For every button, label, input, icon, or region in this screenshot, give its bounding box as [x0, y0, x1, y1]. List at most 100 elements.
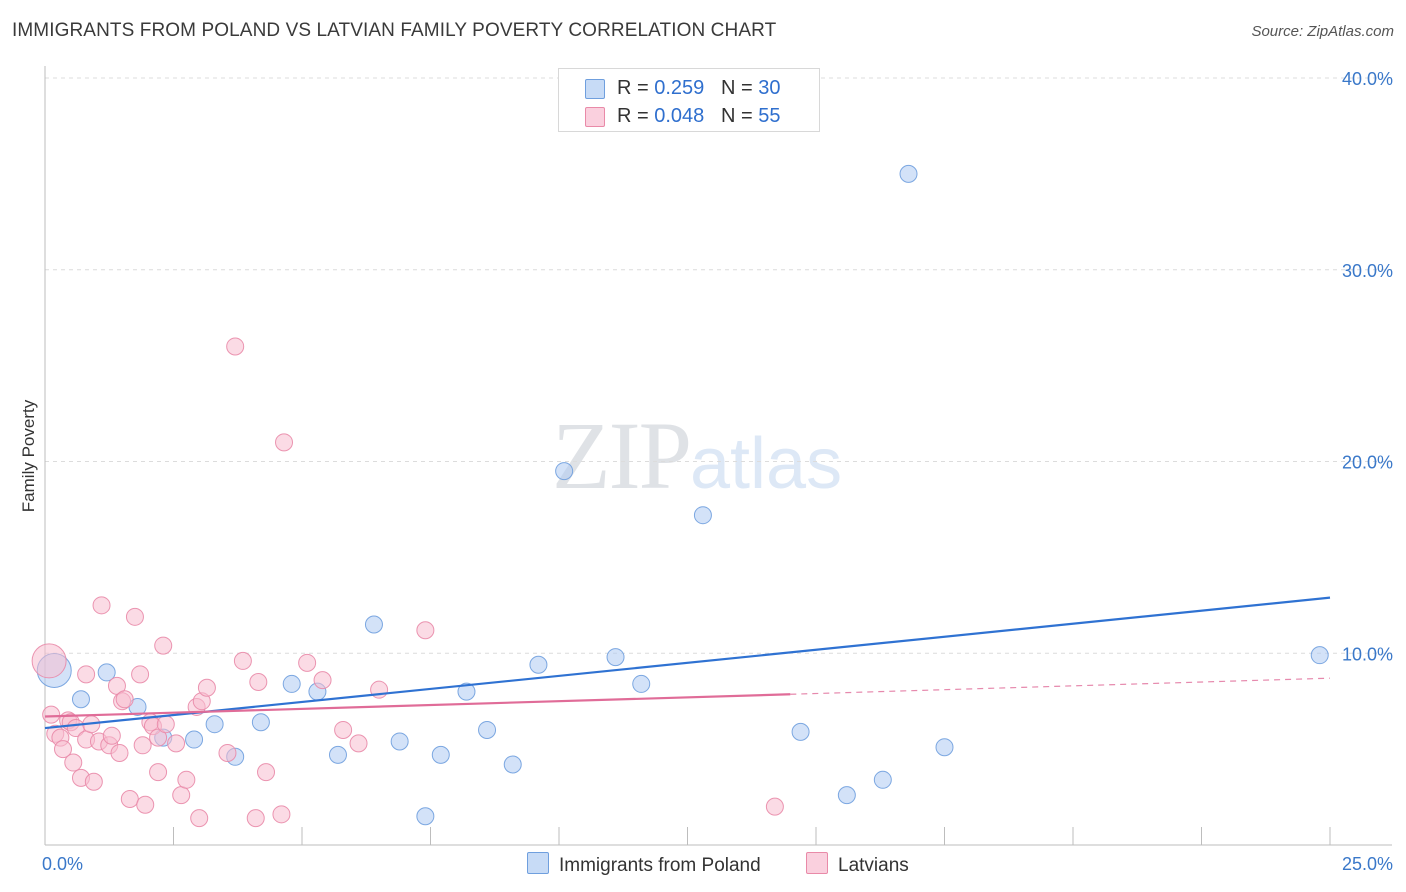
chart-title: IMMIGRANTS FROM POLAND VS LATVIAN FAMILY…	[12, 20, 777, 41]
legend-n-value: 30	[758, 77, 781, 99]
legend-swatch-blue	[585, 79, 605, 99]
poland-point	[185, 730, 204, 749]
poland-point	[282, 674, 301, 693]
latvian-point	[226, 337, 245, 356]
latvian-point	[177, 770, 196, 789]
latvian-point	[334, 720, 353, 739]
legend-r-label: R =	[617, 77, 655, 99]
legend-swatch-blue	[527, 852, 549, 874]
y-tick-label: 10.0%	[1342, 644, 1393, 664]
data-points	[31, 164, 1329, 828]
latvian-point	[31, 643, 67, 679]
legend-label-poland: Immigrants from Poland	[559, 855, 761, 876]
latvian-point	[156, 715, 175, 734]
poland-point	[457, 682, 476, 701]
y-tick-label: 20.0%	[1342, 453, 1393, 473]
latvian-point	[765, 797, 784, 816]
poland-point	[478, 720, 497, 739]
latvian-trend-line-dashed	[790, 677, 1331, 695]
poland-point	[606, 648, 625, 667]
poland-point	[328, 745, 347, 764]
trend-lines	[44, 596, 1331, 730]
latvian-point	[298, 653, 317, 672]
watermark-atlas: atlas	[690, 424, 843, 504]
legend-swatch-pink	[585, 107, 605, 127]
poland-point	[837, 786, 856, 805]
latvian-point	[136, 795, 155, 814]
latvian-point	[249, 673, 268, 692]
legend-r-value: 0.259	[654, 77, 705, 99]
poland-point	[364, 615, 383, 634]
legend-r-value: 0.048	[654, 105, 705, 127]
poland-point	[555, 462, 574, 481]
latvian-point	[167, 734, 186, 753]
poland-point	[529, 655, 548, 674]
legend-n-label: N =	[720, 77, 759, 99]
poland-point	[632, 674, 651, 693]
watermark: ZIPatlas	[552, 400, 842, 511]
x-tick-label: 0.0%	[42, 854, 83, 874]
latvian-point	[102, 726, 121, 745]
latvian-point	[233, 651, 252, 670]
legend-item-latvians: Latvians	[806, 852, 909, 877]
latvian-point	[120, 789, 139, 808]
poland-point	[899, 164, 918, 183]
poland-point	[390, 732, 409, 751]
poland-point	[251, 713, 270, 732]
poland-point	[97, 663, 116, 682]
legend-r-label: R =	[617, 105, 655, 127]
source-label: Source: ZipAtlas.com	[1251, 23, 1394, 40]
latvian-point	[416, 621, 435, 640]
latvian-point	[53, 740, 72, 759]
poland-point	[205, 715, 224, 734]
latvian-point	[246, 809, 265, 828]
poland-point	[791, 722, 810, 741]
latvian-point	[272, 805, 291, 824]
latvian-point	[92, 596, 111, 615]
legend-n-label: N =	[720, 105, 759, 127]
grid-lines	[45, 77, 1392, 654]
latvian-point	[257, 763, 276, 782]
poland-trend-line	[44, 596, 1331, 730]
latvian-trend-line	[44, 693, 791, 718]
latvian-point	[131, 665, 150, 684]
correlation-legend: R = 0.259 N = 30 R = 0.048 N = 55	[558, 68, 820, 132]
latvian-point	[349, 734, 368, 753]
latvian-point	[149, 728, 168, 747]
latvian-point	[125, 607, 144, 626]
y-axis-label: Family Poverty	[19, 399, 38, 512]
latvian-point	[218, 743, 237, 762]
poland-point	[71, 690, 90, 709]
latvian-point	[110, 743, 129, 762]
latvian-point	[313, 671, 332, 690]
legend-n-value: 55	[758, 105, 781, 127]
latvian-point	[133, 736, 152, 755]
latvian-point	[42, 705, 61, 724]
x-tick-label: 25.0%	[1342, 854, 1393, 874]
legend-swatch-pink	[806, 852, 828, 874]
poland-point	[693, 506, 712, 525]
latvian-point	[64, 753, 83, 772]
axes	[44, 66, 1392, 846]
poland-point	[1310, 646, 1329, 665]
latvian-point	[154, 636, 173, 655]
latvian-point	[190, 809, 209, 828]
latvian-point	[77, 665, 96, 684]
latvian-point	[275, 433, 294, 452]
latvian-point	[149, 763, 168, 782]
latvian-point	[197, 678, 216, 697]
poland-point	[431, 745, 450, 764]
legend-label-latvians: Latvians	[838, 855, 909, 876]
poland-point	[935, 738, 954, 757]
tick-labels: 10.0% 20.0% 30.0% 40.0% 0.0% 25.0%	[42, 69, 1393, 874]
y-tick-label: 40.0%	[1342, 69, 1393, 89]
latvian-point	[172, 786, 191, 805]
poland-point	[503, 755, 522, 774]
legend-item-poland: Immigrants from Poland	[527, 852, 761, 877]
poland-point	[416, 807, 435, 826]
poland-point	[873, 770, 892, 789]
latvian-point	[115, 690, 134, 709]
latvian-point	[84, 772, 103, 791]
y-tick-label: 30.0%	[1342, 261, 1393, 281]
